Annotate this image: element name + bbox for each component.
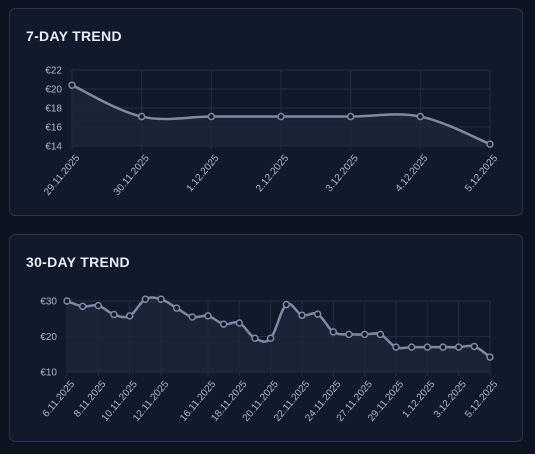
data-point[interactable] — [423, 343, 432, 351]
data-point[interactable] — [137, 112, 146, 121]
data-point[interactable] — [172, 304, 181, 312]
data-point[interactable] — [486, 353, 494, 361]
series-area — [67, 297, 490, 372]
data-point[interactable] — [407, 343, 416, 351]
data-point[interactable] — [251, 334, 259, 343]
x-tick-label: 5.12.2025 — [463, 379, 500, 420]
data-point[interactable] — [329, 328, 338, 336]
data-point[interactable] — [277, 112, 285, 121]
y-tick-label: €16 — [45, 123, 62, 134]
x-tick-label: 3.12.2025 — [324, 153, 361, 194]
thirty-day-trend-chart: €30€20€106.11.20258.11.202510.11.202512.… — [40, 295, 500, 424]
data-point[interactable] — [63, 297, 71, 305]
data-point[interactable] — [346, 112, 355, 121]
data-point[interactable] — [360, 330, 369, 339]
data-point[interactable] — [470, 342, 479, 351]
x-tick-label: 30.11.2025 — [112, 153, 152, 198]
data-point[interactable] — [94, 301, 103, 310]
x-tick-label: 1.12.2025 — [185, 153, 222, 194]
data-point[interactable] — [416, 112, 425, 121]
y-tick-label: €20 — [45, 85, 62, 96]
data-point[interactable] — [313, 310, 322, 318]
data-point[interactable] — [204, 312, 212, 320]
data-point[interactable] — [235, 319, 244, 327]
data-point[interactable] — [125, 312, 134, 320]
data-point[interactable] — [376, 330, 385, 339]
data-point[interactable] — [68, 81, 76, 89]
thirty-day-trend-card: 30-DAY TREND €30 €20 €10 6.11.2025 8.11.2025… — [9, 234, 523, 442]
series-line — [65, 296, 492, 359]
data-point[interactable] — [282, 300, 291, 309]
x-tick-label: 5.12.2025 — [463, 153, 500, 194]
series-area — [72, 85, 490, 146]
data-point[interactable] — [141, 295, 150, 303]
thirty-day-trend-title: 30-DAY TREND — [26, 254, 130, 270]
y-tick-label: €20 — [40, 332, 57, 343]
seven-day-trend-title: 7-DAY TREND — [26, 28, 122, 44]
data-point[interactable] — [78, 302, 87, 311]
data-point[interactable] — [439, 343, 447, 351]
x-tick-label: 4.12.2025 — [394, 153, 431, 194]
data-point[interactable] — [345, 330, 353, 339]
data-point[interactable] — [454, 343, 463, 351]
data-point[interactable] — [110, 310, 118, 319]
data-point[interactable] — [219, 320, 228, 328]
data-point[interactable] — [266, 334, 275, 343]
data-point[interactable] — [157, 295, 165, 303]
data-point[interactable] — [298, 311, 306, 319]
y-tick-label: €10 — [40, 368, 57, 379]
y-tick-label: €18 — [45, 104, 62, 115]
y-tick-label: €22 — [45, 66, 62, 77]
x-tick-label: 2.12.2025 — [254, 153, 291, 194]
y-tick-label: €14 — [45, 142, 62, 153]
y-tick-label: €30 — [40, 297, 57, 308]
data-point[interactable] — [188, 313, 197, 321]
x-tick-label: 29.11.2025 — [42, 153, 82, 198]
data-point[interactable] — [486, 140, 494, 148]
seven-day-trend-card: 7-DAY TREND €22 €20 €18 €16 €14 29.11.2025 30.… — [9, 8, 523, 216]
data-point[interactable] — [392, 343, 400, 351]
data-point[interactable] — [207, 112, 216, 121]
